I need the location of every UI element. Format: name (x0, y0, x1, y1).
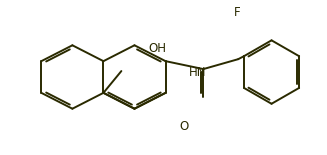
Text: OH: OH (148, 42, 166, 55)
Text: O: O (179, 120, 189, 133)
Text: HN: HN (189, 66, 207, 79)
Text: F: F (233, 6, 240, 19)
